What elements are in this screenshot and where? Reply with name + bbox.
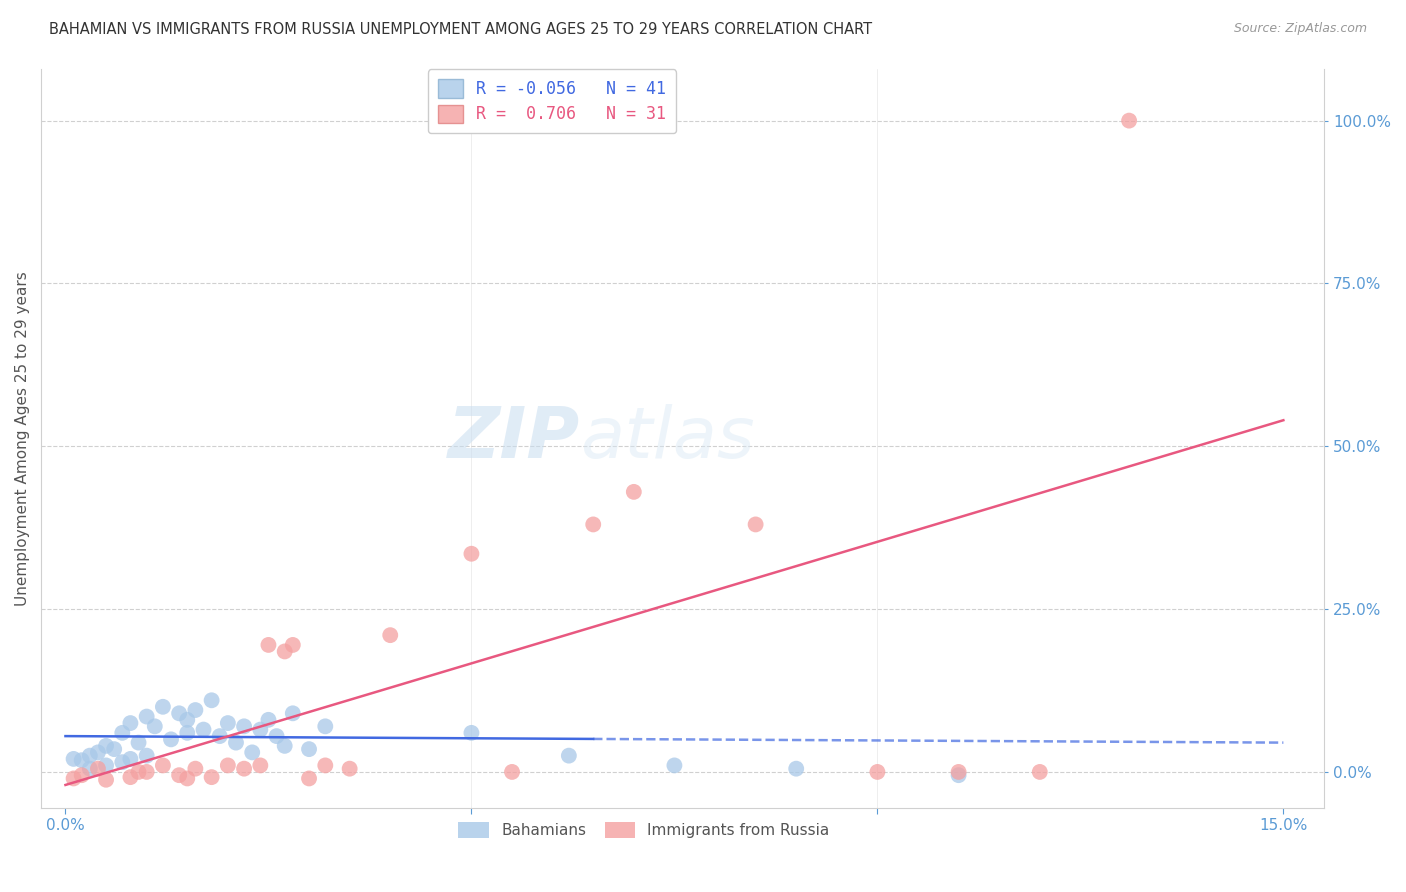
Point <box>249 723 271 737</box>
Point <box>87 745 110 759</box>
Point <box>70 753 93 767</box>
Point <box>103 742 125 756</box>
Point <box>176 772 198 786</box>
Point <box>184 762 207 776</box>
Point <box>135 764 157 779</box>
Point <box>460 726 482 740</box>
Point <box>948 768 970 782</box>
Point <box>128 764 150 779</box>
Point <box>143 719 166 733</box>
Point <box>176 713 198 727</box>
Point <box>664 758 686 772</box>
Point <box>79 762 101 776</box>
Y-axis label: Unemployment Among Ages 25 to 29 years: Unemployment Among Ages 25 to 29 years <box>15 271 30 606</box>
Point <box>225 736 247 750</box>
Point <box>501 764 523 779</box>
Point <box>70 768 93 782</box>
Point <box>233 762 256 776</box>
Point <box>111 726 134 740</box>
Text: BAHAMIAN VS IMMIGRANTS FROM RUSSIA UNEMPLOYMENT AMONG AGES 25 TO 29 YEARS CORREL: BAHAMIAN VS IMMIGRANTS FROM RUSSIA UNEMP… <box>49 22 872 37</box>
Point <box>257 638 280 652</box>
Point <box>240 745 263 759</box>
Text: atlas: atlas <box>579 404 755 473</box>
Point <box>193 723 215 737</box>
Point <box>273 739 295 753</box>
Point <box>273 644 295 658</box>
Point <box>948 764 970 779</box>
Point <box>160 732 183 747</box>
Point <box>582 517 605 532</box>
Point <box>62 772 84 786</box>
Point <box>298 742 321 756</box>
Point <box>380 628 402 642</box>
Point <box>298 772 321 786</box>
Point <box>94 772 117 787</box>
Point <box>558 748 581 763</box>
Legend: Bahamians, Immigrants from Russia: Bahamians, Immigrants from Russia <box>453 816 835 845</box>
Point <box>266 729 288 743</box>
Point <box>785 762 807 776</box>
Point <box>866 764 889 779</box>
Point <box>744 517 766 532</box>
Point <box>184 703 207 717</box>
Point <box>62 752 84 766</box>
Point <box>135 748 157 763</box>
Point <box>94 758 117 772</box>
Point <box>120 752 142 766</box>
Point <box>233 719 256 733</box>
Point <box>167 706 190 721</box>
Point <box>1029 764 1052 779</box>
Point <box>152 758 174 772</box>
Point <box>79 748 101 763</box>
Point <box>217 758 239 772</box>
Point <box>249 758 271 772</box>
Point <box>314 719 336 733</box>
Point <box>257 713 280 727</box>
Point <box>167 768 190 782</box>
Point <box>87 762 110 776</box>
Point <box>623 484 645 499</box>
Point <box>128 736 150 750</box>
Point <box>1118 113 1140 128</box>
Point <box>135 709 157 723</box>
Point <box>460 547 482 561</box>
Point <box>201 770 224 784</box>
Point <box>217 716 239 731</box>
Point <box>120 770 142 784</box>
Text: Source: ZipAtlas.com: Source: ZipAtlas.com <box>1233 22 1367 36</box>
Point <box>152 699 174 714</box>
Point <box>94 739 117 753</box>
Point <box>176 726 198 740</box>
Point <box>281 706 304 721</box>
Point <box>281 638 304 652</box>
Text: ZIP: ZIP <box>447 404 579 473</box>
Point <box>201 693 224 707</box>
Point <box>208 729 231 743</box>
Point <box>120 716 142 731</box>
Point <box>339 762 361 776</box>
Point <box>314 758 336 772</box>
Point <box>111 755 134 769</box>
